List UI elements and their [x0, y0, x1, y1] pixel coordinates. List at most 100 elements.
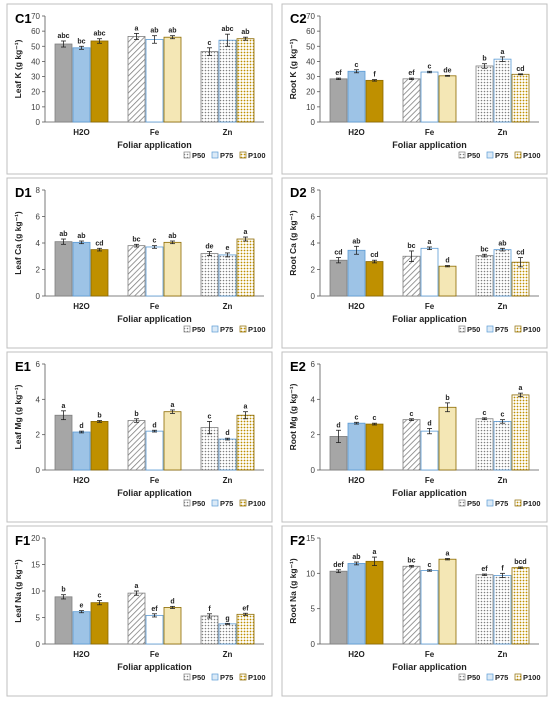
bar-p75-zn [218, 39, 237, 123]
panel-e2: E2 0 2 4 6 Root Mg (g kg⁻¹) d c c H2O c d b Fe c c a Zn Fo… [281, 351, 548, 523]
legend-label: P100 [523, 499, 541, 508]
y-axis-title: Root Na (g kg⁻¹) [288, 558, 298, 624]
y-tick-label: 6 [36, 213, 41, 222]
x-category-label: Fe [150, 650, 160, 659]
y-tick-label: 0 [311, 118, 316, 127]
significance-letter: de [205, 244, 213, 251]
significance-letter: a [501, 49, 505, 56]
bar-p75-h2o [347, 249, 366, 297]
significance-letter: c [355, 62, 359, 69]
legend-swatch-p100 [239, 325, 247, 333]
bar-p100-fe [438, 406, 457, 471]
legend-label: P75 [495, 499, 508, 508]
x-category-label: Zn [223, 302, 233, 311]
bar-p100-h2o [90, 421, 109, 471]
panel-c2: C2 0 10 20 30 40 50 60 70 Root K (g kg⁻¹) ef c f H2O e… [281, 3, 548, 175]
legend-label: P100 [523, 673, 541, 682]
bar-p100-h2o [365, 560, 384, 645]
bar-p75-h2o [347, 422, 366, 471]
legend-swatch-p75 [211, 151, 219, 159]
bar-p50-h2o [54, 43, 73, 123]
y-tick-label: 6 [311, 360, 316, 369]
x-category-label: H2O [73, 302, 89, 311]
bar-p75-fe [420, 247, 439, 297]
significance-letter: ab [352, 554, 360, 561]
legend-label: P100 [248, 673, 266, 682]
significance-letter: d [445, 258, 449, 265]
significance-letter: b [134, 411, 138, 418]
legend-swatch-p100 [514, 673, 522, 681]
x-category-label: H2O [348, 476, 364, 485]
bar-p75-fe [420, 570, 439, 645]
y-tick-label: 6 [36, 360, 41, 369]
bar-p50-fe [127, 592, 146, 645]
significance-letter: c [98, 593, 102, 600]
significance-letter: a [135, 583, 139, 590]
y-tick-label: 2 [311, 431, 316, 440]
bar-p50-fe [402, 565, 421, 645]
bar-p75-zn [218, 438, 237, 471]
bar-p100-zn [236, 414, 255, 471]
significance-letter: a [171, 402, 175, 409]
y-axis-title: Root Mg (g kg⁻¹) [288, 383, 298, 450]
bar-p100-zn [511, 567, 530, 645]
panel-label: E1 [15, 359, 31, 374]
legend-swatch-p100 [514, 499, 522, 507]
bar-p50-zn [200, 615, 219, 645]
legend-label: P100 [248, 325, 266, 334]
legend-swatch-p75 [486, 673, 494, 681]
bar-p50-zn [475, 255, 494, 297]
legend-label: P50 [467, 151, 480, 160]
significance-letter: ef [335, 70, 342, 77]
y-tick-label: 2 [36, 431, 41, 440]
significance-letter: bc [480, 246, 488, 253]
significance-letter: abc [221, 26, 233, 33]
bar-p50-zn [475, 574, 494, 645]
y-tick-label: 5 [311, 605, 316, 614]
bar-p50-h2o [329, 570, 348, 645]
x-category-label: Fe [425, 650, 435, 659]
significance-letter: g [225, 615, 229, 622]
bar-p50-fe [402, 78, 421, 123]
bar-p50-zn [475, 418, 494, 471]
legend-label: P100 [523, 325, 541, 334]
y-tick-label: 4 [36, 239, 41, 248]
panel-f1: F1 0 5 10 15 20 Leaf Na (g kg⁻¹) b e c H2O a ef d Fe f g… [6, 525, 273, 697]
significance-letter: d [170, 598, 174, 605]
bar-p100-fe [163, 241, 182, 297]
significance-letter: bcd [514, 559, 526, 566]
significance-letter: ab [498, 240, 506, 247]
significance-letter: ab [352, 238, 360, 245]
x-category-label: H2O [348, 650, 364, 659]
bar-p100-fe [163, 411, 182, 471]
significance-letter: abc [57, 33, 69, 40]
y-tick-label: 8 [311, 186, 316, 195]
bar-p75-h2o [72, 611, 91, 645]
bar-p75-h2o [347, 70, 366, 123]
legend-label: P75 [495, 673, 508, 682]
y-axis-title: Root K (g kg⁻¹) [288, 39, 298, 100]
legend-label: P50 [467, 673, 480, 682]
bar-p50-h2o [54, 596, 73, 645]
y-tick-label: 15 [31, 561, 40, 570]
significance-letter: d [427, 420, 431, 427]
y-tick-label: 4 [36, 395, 41, 404]
x-axis-title: Foliar application [117, 662, 192, 672]
bar-p75-zn [493, 58, 512, 123]
bar-p100-fe [438, 265, 457, 297]
x-axis-title: Foliar application [392, 662, 467, 672]
bar-p50-h2o [329, 259, 348, 297]
significance-letter: c [153, 238, 157, 245]
legend-label: P100 [523, 151, 541, 160]
bar-p100-h2o [90, 40, 109, 123]
significance-letter: ef [408, 70, 415, 77]
bar-p75-zn [493, 249, 512, 297]
legend-swatch-p50 [183, 151, 191, 159]
bar-p75-fe [420, 71, 439, 123]
x-axis-title: Foliar application [117, 140, 192, 150]
y-tick-label: 15 [306, 534, 315, 543]
bar-p75-h2o [72, 241, 91, 297]
y-tick-label: 70 [306, 12, 315, 21]
